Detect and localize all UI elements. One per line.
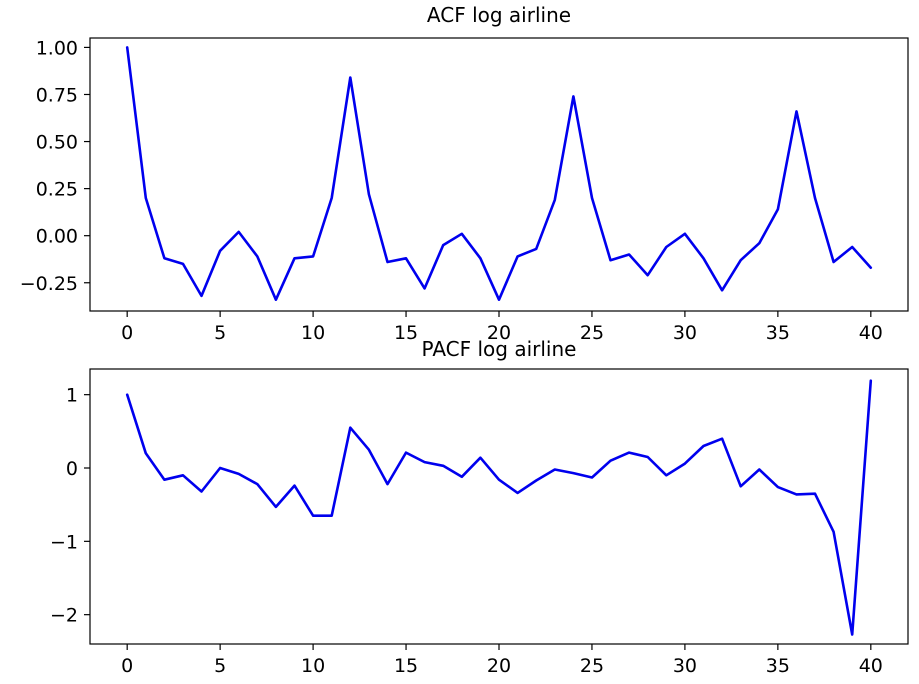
acf-y-tick-label: 0.75	[36, 84, 78, 106]
acf-series	[125, 46, 873, 302]
acf-chart-title: ACF log airline	[427, 3, 571, 27]
pacf-y-tick-label: −2	[50, 605, 78, 627]
pacf-x-tick-label: 25	[580, 655, 604, 677]
pacf-chart-title: PACF log airline	[422, 337, 577, 361]
pacf-x-tick-label: 10	[301, 655, 325, 677]
pacf-x-tick-label: 5	[214, 655, 226, 677]
pacf-x-tick-label: 35	[766, 655, 790, 677]
acf-y-tick-label: 0.00	[36, 226, 78, 248]
acf-y-axis: 1.00 0.75 0.50 0.25 0.00 −0.25	[20, 37, 90, 295]
pacf-x-tick-label: 40	[859, 655, 883, 677]
acf-y-tick-label: 0.25	[36, 179, 78, 201]
acf-y-tick-label: −0.25	[20, 273, 78, 295]
acf-chart: ACF log airline 0 5 10 15 20 25 30 35 40 1.00 0.7…	[20, 3, 909, 344]
pacf-series	[125, 379, 873, 636]
pacf-x-tick-label: 15	[394, 655, 418, 677]
acf-y-tick-label: 1.00	[36, 37, 78, 59]
acf-y-tick-label: 0.50	[36, 132, 78, 154]
pacf-series-line	[125, 379, 873, 636]
pacf-x-tick-label: 20	[487, 655, 511, 677]
acf-x-tick-label: 20	[487, 322, 511, 344]
acf-series-line	[125, 46, 873, 302]
acf-x-tick-label: 40	[859, 322, 883, 344]
pacf-x-tick-label: 0	[121, 655, 133, 677]
acf-x-tick-label: 10	[301, 322, 325, 344]
acf-x-tick-label: 35	[766, 322, 790, 344]
acf-x-tick-label: 25	[580, 322, 604, 344]
acf-x-tick-label: 30	[673, 322, 697, 344]
pacf-x-axis: 0 5 10 15 20 25 30 35 40	[121, 644, 883, 677]
pacf-y-tick-label: −1	[50, 531, 78, 553]
pacf-y-tick-label: 1	[66, 385, 78, 407]
acf-x-tick-label: 5	[214, 322, 226, 344]
acf-x-axis: 0 5 10 15 20 25 30 35 40	[121, 311, 883, 344]
acf-x-tick-label: 0	[121, 322, 133, 344]
pacf-x-tick-label: 30	[673, 655, 697, 677]
pacf-y-axis: 1 0 −1 −2	[50, 385, 90, 627]
pacf-axes-frame	[89, 368, 909, 645]
acf-x-tick-label: 15	[394, 322, 418, 344]
pacf-y-tick-label: 0	[66, 458, 78, 480]
pacf-chart: PACF log airline 0 5 10 15 20 25 30 35 40 10−1−2	[50, 337, 909, 677]
